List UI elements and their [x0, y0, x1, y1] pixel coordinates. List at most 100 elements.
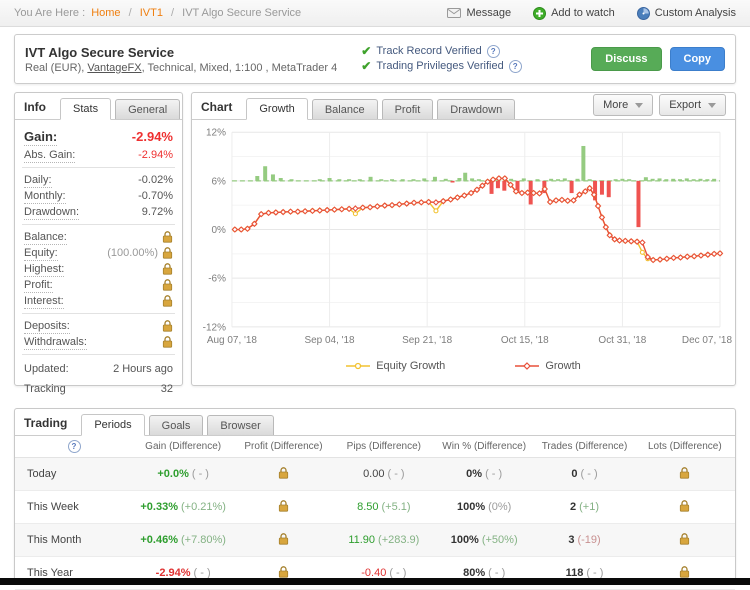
cell-value: 100%: [456, 501, 486, 513]
table-cell: 8.50 (+5.1): [334, 501, 434, 513]
tab-general[interactable]: General: [115, 99, 181, 119]
period-label: This Year: [27, 567, 73, 579]
svg-text:6%: 6%: [212, 176, 227, 187]
info-value: [162, 279, 173, 291]
legend-label: Equity Growth: [376, 360, 446, 372]
periods-table-header: ? Gain (Difference) Profit (Difference) …: [15, 436, 735, 458]
info-value: -2.94%: [138, 149, 173, 161]
tab-drawdown[interactable]: Drawdown: [437, 99, 516, 119]
add-to-watch-button[interactable]: Add to watch: [533, 6, 615, 20]
info-label: Tracking: [24, 383, 66, 395]
info-value: -0.70%: [138, 190, 173, 202]
table-cell: -0.40( - ): [334, 567, 434, 579]
lock-icon: [162, 336, 173, 348]
locked-value: [635, 499, 735, 515]
info-label: Drawdown:: [24, 206, 80, 220]
locked-value: [233, 499, 333, 515]
info-label: Abs. Gain:: [24, 149, 76, 163]
svg-text:Oct 31, '18: Oct 31, '18: [598, 335, 646, 346]
locked-value: [635, 532, 735, 548]
cell-value: -0.40: [361, 567, 387, 579]
table-cell: 100% (+50%): [434, 534, 534, 546]
copy-button[interactable]: Copy: [669, 47, 725, 71]
pie-chart-icon: [636, 6, 650, 20]
info-label: Updated:: [24, 363, 69, 375]
divider: [22, 313, 175, 314]
info-panel: Info Stats General Gain: -2.94% Abs. Gain:…: [14, 92, 183, 395]
breadcrumb: You Are Here : Home / IVT1 / IVT Algo Se…: [14, 7, 301, 19]
locked-value: [635, 466, 735, 482]
cell-difference: (+50%): [481, 534, 518, 546]
page-bottom-bar: [0, 578, 750, 585]
cell-difference: ( - ): [193, 567, 211, 579]
tab-balance[interactable]: Balance: [311, 99, 378, 119]
column-header-pips: Pips (Difference): [346, 441, 421, 452]
info-icon[interactable]: ?: [15, 440, 133, 453]
column-header-gain: Gain (Difference): [145, 441, 222, 452]
info-label: Interest:: [24, 295, 64, 309]
help-icon[interactable]: ?: [508, 60, 522, 73]
more-button-label: More: [603, 99, 629, 111]
table-cell: 0( - ): [534, 468, 634, 480]
cell-value: 11.90: [348, 534, 376, 546]
lock-icon: [162, 247, 173, 259]
add-to-watch-label: Add to watch: [551, 7, 615, 19]
info-row: Drawdown: 9.72%: [24, 204, 173, 220]
period-label: Today: [27, 468, 57, 480]
legend-item-equity-growth: Equity Growth: [346, 360, 445, 372]
lock-icon: [162, 295, 173, 307]
checkmark-icon: ✔: [361, 59, 372, 73]
info-panel-title: Info: [24, 100, 46, 114]
tab-stats[interactable]: Stats: [60, 98, 112, 120]
cell-value: 0: [571, 468, 578, 480]
table-cell: 80%( - ): [434, 567, 534, 579]
broker-link[interactable]: VantageFX: [87, 61, 142, 74]
custom-analysis-button[interactable]: Custom Analysis: [636, 6, 736, 20]
tab-periods[interactable]: Periods: [81, 414, 145, 436]
info-value: [162, 336, 173, 348]
info-row: Profit:: [24, 277, 173, 293]
chevron-down-icon: [635, 102, 644, 108]
info-label: Balance:: [24, 231, 67, 245]
trading-privileges-verified-label: Trading Privileges Verified: [376, 60, 504, 72]
table-row: This Month +0.46% (+7.80%) 11.90 (+283.9) 100…: [15, 524, 735, 557]
checkmark-icon: ✔: [361, 44, 372, 58]
divider: [22, 224, 175, 225]
cell-difference: ( - ): [586, 567, 604, 579]
export-button[interactable]: Export: [659, 94, 726, 116]
breadcrumb-link-home[interactable]: Home: [91, 7, 121, 19]
cell-difference: (+283.9): [378, 534, 420, 546]
locked-value: [233, 466, 333, 482]
message-button[interactable]: Message: [447, 7, 511, 19]
help-icon[interactable]: ?: [486, 45, 500, 58]
discuss-button[interactable]: Discuss: [591, 47, 662, 71]
account-header-text: IVT Algo Secure Service Real (EUR), Vant…: [25, 45, 361, 74]
cell-difference: (+5.1): [381, 501, 411, 513]
table-cell: 0%( - ): [434, 468, 534, 480]
table-row: Today +0.0%( - ) 0.00( - ) 0%( - ) 0( - ): [15, 458, 735, 491]
plus-circle-icon: [533, 6, 547, 20]
chart-canvas[interactable]: 12% 6% 0% -6% -12% Aug 07, '18 Sep 04, '18 Sep …: [192, 120, 735, 357]
svg-text:Dec 07, '18: Dec 07, '18: [682, 335, 733, 346]
track-record-verified: ✔ Track Record Verified ?: [361, 44, 591, 59]
tab-browser[interactable]: Browser: [207, 415, 274, 435]
chart-panel-title: Chart: [201, 100, 233, 114]
table-cell: 2 (+1): [534, 501, 634, 513]
table-cell: +0.33% (+0.21%): [133, 501, 233, 513]
info-row: Deposits:: [24, 318, 173, 334]
tab-profit[interactable]: Profit: [381, 99, 434, 119]
cell-difference: ( - ): [488, 567, 506, 579]
breadcrumb-prefix: You Are Here :: [14, 7, 86, 19]
info-row: Updated: 2 Hours ago: [24, 359, 173, 379]
chevron-down-icon: [708, 102, 716, 108]
tab-goals[interactable]: Goals: [148, 415, 204, 435]
envelope-icon: [447, 8, 462, 18]
tab-growth[interactable]: Growth: [246, 98, 308, 120]
divider: [22, 167, 175, 168]
info-row: Daily: -0.02%: [24, 172, 173, 188]
page-title: IVT Algo Secure Service: [25, 44, 175, 60]
breadcrumb-link-ivt1[interactable]: IVT1: [139, 7, 163, 19]
info-value: [162, 231, 173, 243]
cell-difference: ( - ): [191, 468, 209, 480]
more-button[interactable]: More: [593, 94, 654, 116]
